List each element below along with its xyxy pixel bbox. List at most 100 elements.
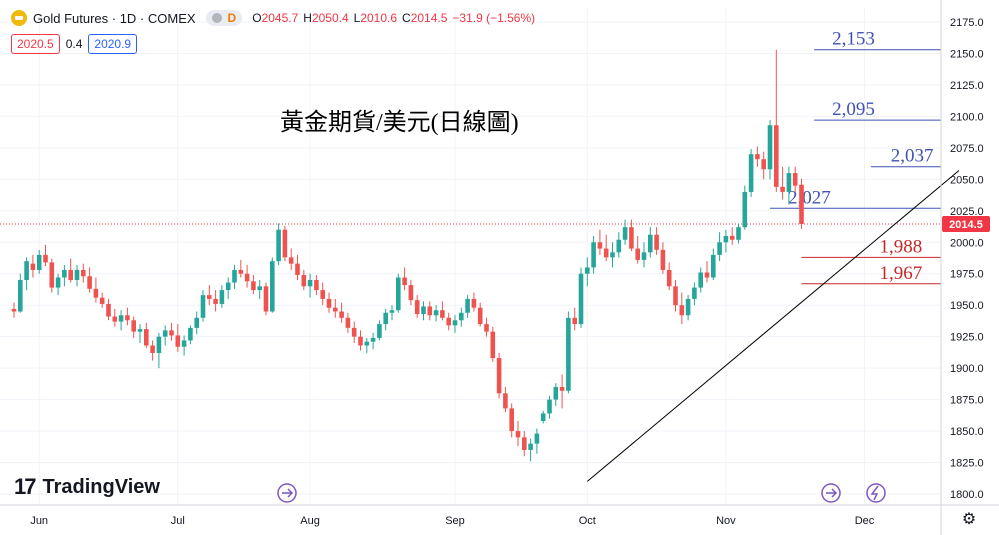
trendline [586, 170, 960, 482]
close-value: C2014.5 [402, 11, 448, 25]
candle [99, 292, 105, 308]
candle [704, 261, 710, 283]
candle [799, 178, 804, 229]
symbol-status-pill[interactable]: D [205, 10, 243, 26]
x-tick-label: Jun [30, 515, 48, 527]
support-resistance-levels: 2,153 2,095 2,037 2,027 1,988 1,967 [770, 29, 941, 285]
candle [194, 311, 199, 335]
y-tick-label: 1925.0 [950, 332, 984, 344]
x-tick-label: Oct [579, 515, 596, 527]
candle [711, 248, 716, 281]
candle [723, 229, 729, 253]
delayed-badge: D [227, 11, 237, 25]
y-tick-label: 1850.0 [950, 426, 984, 438]
candle [314, 274, 319, 296]
candle [440, 301, 445, 321]
candle [484, 317, 489, 337]
open-value: O2045.7 [252, 11, 299, 25]
candle [188, 325, 193, 345]
tradingview-logo-icon: 17 [14, 474, 37, 499]
candle [528, 438, 533, 462]
candle [421, 301, 426, 321]
candle [125, 307, 130, 326]
y-tick-label: 2150.0 [950, 48, 984, 60]
candle [490, 326, 496, 362]
tradingview-wordmark: TradingView [42, 475, 160, 498]
buy-price-button[interactable]: 2020.9 [88, 34, 138, 54]
candle [755, 146, 760, 167]
y-tick-label: 2175.0 [950, 17, 984, 29]
candle [81, 263, 86, 283]
candle [635, 235, 640, 264]
candle [433, 305, 439, 322]
candle [679, 292, 685, 325]
candle [383, 308, 388, 331]
candle [118, 310, 124, 331]
sell-price-button[interactable]: 2020.5 [11, 34, 60, 54]
candle [591, 235, 596, 274]
candle [257, 280, 262, 299]
candle [156, 332, 162, 369]
chart-title: 黃金期貨/美元(日線圖) [280, 109, 519, 136]
candle [698, 267, 703, 293]
market-status-icon [211, 13, 222, 23]
candle [522, 431, 527, 457]
candle [87, 267, 92, 293]
candle [326, 292, 332, 313]
candle [578, 267, 584, 328]
candle [131, 316, 136, 338]
lightning-icon[interactable] [866, 483, 886, 503]
candle [175, 324, 181, 352]
candle [276, 223, 281, 265]
candle [225, 277, 231, 299]
candle [62, 264, 67, 287]
y-tick-label: 1875.0 [950, 395, 984, 407]
level-label: 1,988 [880, 236, 923, 257]
candle [11, 302, 17, 318]
candle [396, 273, 401, 313]
candle [358, 330, 363, 351]
candle [622, 219, 628, 245]
y-tick-label: 2100.0 [950, 111, 984, 123]
candle [547, 395, 552, 419]
candle [370, 332, 376, 350]
y-tick-label: 2000.0 [950, 237, 984, 249]
event-icon-jul[interactable] [277, 483, 297, 503]
level-label: 2,095 [832, 99, 875, 120]
level-label: 2,153 [832, 29, 875, 50]
candle [408, 280, 414, 306]
candle [200, 290, 206, 322]
candle [389, 305, 395, 321]
candle [74, 264, 80, 287]
candle [364, 337, 370, 354]
candle [414, 295, 420, 318]
candle [767, 120, 773, 180]
candle [181, 335, 187, 356]
candle [515, 420, 521, 447]
candle [30, 254, 36, 278]
candle [534, 428, 540, 454]
candle [603, 234, 609, 262]
candle [150, 340, 155, 361]
change-value: −31.9 (−1.56%) [452, 11, 536, 25]
candle [572, 307, 577, 331]
candle [648, 227, 653, 258]
level-label: 2,027 [788, 187, 831, 208]
candle [540, 410, 546, 424]
symbol-title[interactable]: Gold Futures · 1D · COMEX [33, 10, 196, 26]
y-tick-label: 1950.0 [950, 300, 984, 312]
candle [232, 264, 237, 289]
symbol-header: Gold Futures · 1D · COMEX D O2045.7 H205… [11, 8, 535, 28]
last-price-tag [942, 216, 990, 233]
time-axis: Jun Jul Aug Sep Oct Nov Dec [0, 504, 999, 527]
candle [427, 301, 433, 321]
settings-gear-icon[interactable]: ⚙ [961, 511, 977, 528]
event-icon-dec-1[interactable] [821, 483, 841, 503]
candle [729, 227, 735, 245]
candle [320, 282, 325, 306]
candle [282, 225, 288, 262]
candle [780, 166, 785, 200]
candle [786, 166, 792, 205]
tradingview-logo[interactable]: 17 TradingView [14, 474, 160, 500]
